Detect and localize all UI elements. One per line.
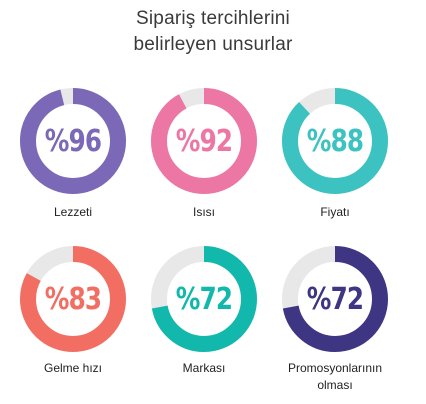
donut-label: Promosyonlarının olması	[265, 360, 405, 394]
donut-label: Lezzeti	[53, 205, 93, 219]
donut-ring	[20, 246, 126, 352]
donut-label: Fiyatı	[320, 205, 350, 219]
donut-value: %88	[306, 123, 364, 159]
donut-value: %72	[306, 281, 364, 317]
donut-arc	[151, 246, 257, 352]
donut-ring	[282, 246, 388, 352]
donut-value: %83	[44, 281, 102, 317]
donut-markasi: %72	[149, 244, 259, 354]
donut-fiyati: %88	[280, 86, 390, 196]
donut-ring	[20, 88, 126, 194]
donut-arc	[282, 246, 388, 352]
donut-isisi: %92	[149, 86, 259, 196]
donut-arc	[282, 88, 388, 194]
donut-value: %72	[175, 281, 233, 317]
donut-label-line-2: olması	[317, 378, 353, 392]
donut-arc	[20, 88, 126, 194]
donut-label: Gelme hızı	[43, 361, 103, 375]
donut-value: %96	[44, 123, 102, 159]
donut-label-line-1: Promosyonlarının	[287, 361, 383, 375]
donut-label: Markası	[182, 361, 226, 375]
donut-value: %92	[175, 123, 233, 159]
donut-label: Isısı	[192, 205, 215, 219]
donut-ring	[151, 88, 257, 194]
donut-promosyonlar: %72	[280, 244, 390, 354]
chart-title-line-1: Sipariş tercihlerini	[136, 8, 290, 29]
chart-title-line-2: belirleyen unsurlar	[133, 34, 293, 55]
donut-arc	[151, 88, 257, 194]
donut-arc	[20, 246, 126, 352]
donut-ring	[151, 246, 257, 352]
chart-title: Sipariş tercihlerini belirleyen unsurlar	[0, 6, 426, 58]
donut-gelme-hizi: %83	[18, 244, 128, 354]
donut-ring	[282, 88, 388, 194]
donut-lezzeti: %96	[18, 86, 128, 196]
